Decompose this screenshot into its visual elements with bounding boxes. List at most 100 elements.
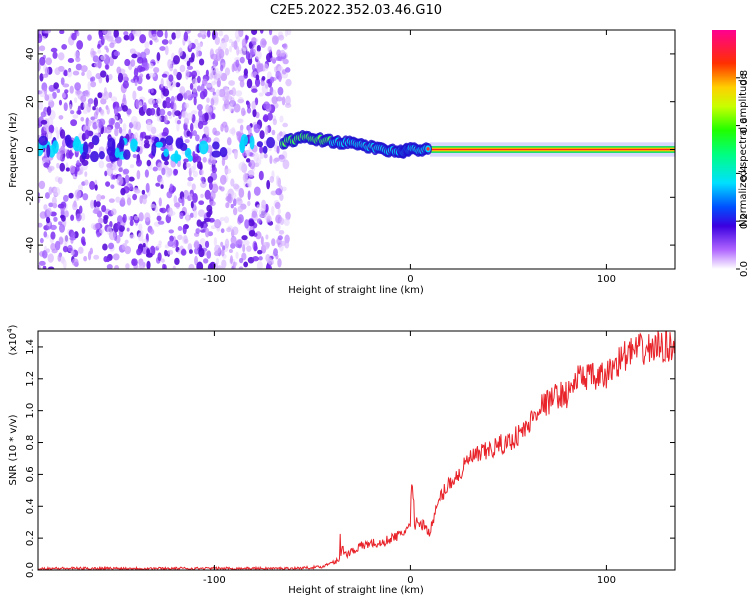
spectrogram-noise-blob bbox=[46, 207, 52, 217]
spectrogram-noise-blob bbox=[157, 162, 162, 171]
spectrogram-burst bbox=[98, 150, 105, 160]
spectrogram-noise-blob bbox=[222, 95, 230, 102]
spectrogram-noise-blob bbox=[192, 151, 196, 158]
spectrogram-noise-blob bbox=[246, 101, 251, 109]
spectrogram-noise-blob bbox=[211, 183, 219, 194]
spectrogram-noise-blob bbox=[214, 219, 222, 229]
spectrogram-noise-blob bbox=[92, 209, 100, 214]
spectrogram-noise-blob bbox=[105, 74, 110, 83]
spectrogram-noise-blob bbox=[267, 46, 273, 53]
spectrogram-noise-blob bbox=[158, 197, 162, 207]
spectrogram-noise-blob bbox=[114, 127, 119, 137]
spectrogram-noise-blob bbox=[108, 242, 115, 250]
spectrogram-noise-blob bbox=[62, 245, 69, 253]
spectrogram-noise-blob bbox=[259, 152, 265, 160]
spectrogram-noise-blob bbox=[192, 170, 198, 178]
spectrogram-noise-blob bbox=[235, 130, 242, 137]
spectrogram-noise-blob bbox=[95, 72, 102, 80]
spectrogram-noise-blob bbox=[97, 43, 101, 49]
spectrogram-noise-blob bbox=[60, 77, 65, 86]
colorbar-label: Normalized spectral amplitude bbox=[738, 73, 749, 227]
spectrogram-noise-blob bbox=[182, 225, 187, 235]
spectrogram-ytick-label: -40 bbox=[25, 237, 36, 253]
spectrogram-noise-blob bbox=[167, 249, 174, 255]
spectrogram-noise-blob bbox=[215, 48, 222, 55]
spectrogram-noise-blob bbox=[229, 45, 233, 53]
spectrogram-noise-blob bbox=[131, 48, 135, 54]
spectrogram-noise-blob bbox=[92, 106, 96, 111]
spectrogram-noise-blob bbox=[43, 204, 48, 211]
spectrogram-noise-blob bbox=[244, 219, 250, 229]
spectrogram-noise-blob bbox=[110, 96, 118, 102]
spectrogram-noise-blob bbox=[206, 97, 210, 103]
spectrogram-noise-blob bbox=[133, 215, 139, 221]
spectrogram-noise-blob bbox=[56, 88, 61, 94]
spectrogram-noise-blob bbox=[67, 68, 73, 78]
spectrogram-noise-blob bbox=[266, 215, 272, 223]
spectrogram-noise-blob bbox=[279, 115, 284, 123]
spectrogram-noise-blob bbox=[142, 196, 147, 205]
spectrogram-noise-blob bbox=[88, 100, 92, 108]
spectrogram-burst bbox=[72, 138, 82, 152]
spectrogram-noise-blob bbox=[251, 88, 258, 93]
spectrogram-noise-blob bbox=[166, 191, 173, 199]
spectrogram-burst bbox=[155, 141, 164, 148]
spectrogram-noise-blob bbox=[57, 52, 65, 61]
spectrogram-noise-blob bbox=[271, 95, 278, 105]
spectrogram-noise-blob bbox=[83, 255, 88, 262]
spectrogram-noise-blob bbox=[256, 204, 261, 209]
spectrogram-noise-blob bbox=[138, 223, 143, 232]
spectrogram-noise-blob bbox=[93, 254, 100, 260]
spectrogram-burst bbox=[91, 135, 100, 146]
spectrogram-noise-blob bbox=[181, 196, 185, 207]
spectrogram-noise-blob bbox=[98, 121, 104, 129]
spectrogram-noise-blob bbox=[156, 215, 162, 222]
spectrogram-noise-blob bbox=[54, 67, 61, 76]
spectrogram-noise-blob bbox=[245, 35, 249, 40]
spectrogram-noise-blob bbox=[116, 66, 122, 75]
spectrogram-noise-blob bbox=[82, 108, 88, 115]
spectrogram-noise-blob bbox=[81, 227, 86, 234]
spectrogram-noise-blob bbox=[188, 40, 192, 49]
spectrogram-noise-blob bbox=[45, 216, 51, 224]
spectrogram-noise-blob bbox=[182, 161, 187, 171]
spectrogram-noise-blob bbox=[108, 56, 114, 67]
spectrogram-noise-blob bbox=[70, 231, 76, 239]
spectrogram-noise-blob bbox=[238, 187, 245, 198]
spectrogram-noise-blob bbox=[179, 212, 184, 220]
spectrogram-noise-blob bbox=[130, 59, 136, 67]
spectrogram-noise-blob bbox=[285, 67, 291, 73]
spectrogram-noise-blob bbox=[259, 146, 264, 154]
spectrogram-noise-blob bbox=[109, 221, 113, 228]
spectrogram-noise-blob bbox=[100, 195, 106, 200]
spectrogram-ytick-label: 20 bbox=[25, 95, 36, 108]
spectrogram-noise-blob bbox=[57, 254, 62, 262]
spectrogram-noise-blob bbox=[146, 159, 152, 167]
spectrogram-noise-blob bbox=[235, 35, 241, 43]
spectrogram-noise-blob bbox=[228, 248, 233, 254]
spectrogram-noise-blob bbox=[272, 158, 278, 164]
spectrogram-noise-blob bbox=[157, 220, 165, 225]
spectrogram-noise-blob bbox=[173, 168, 179, 176]
spectrogram-noise-blob bbox=[284, 234, 290, 244]
spectrogram-burst bbox=[118, 138, 125, 150]
spectrogram-noise-blob bbox=[283, 218, 290, 227]
spectrogram-noise-blob bbox=[174, 110, 181, 117]
spectrogram-noise-blob bbox=[204, 227, 210, 238]
spectrogram-noise-blob bbox=[212, 30, 216, 41]
spectrogram-noise-blob bbox=[279, 193, 284, 201]
spectrogram-noise-blob bbox=[282, 58, 289, 65]
spectrogram-noise-blob bbox=[136, 248, 142, 256]
snr-ytick-label: 0.6 bbox=[25, 466, 36, 482]
spectrogram-noise-blob bbox=[197, 85, 202, 92]
spectrogram-noise-blob bbox=[38, 102, 44, 111]
spectrogram-noise-blob bbox=[139, 261, 145, 269]
spectrogram-noise-blob bbox=[156, 30, 164, 38]
colorbar-tick-label: 0.2 bbox=[739, 213, 750, 229]
spectrogram-noise-blob bbox=[156, 106, 161, 117]
spectrogram-noise-blob bbox=[186, 60, 191, 67]
spectrogram-noise-blob bbox=[153, 67, 160, 74]
spectrogram-noise-blob bbox=[150, 88, 154, 94]
spectrogram-noise-blob bbox=[124, 239, 129, 244]
spectrogram-band-core bbox=[430, 148, 675, 151]
